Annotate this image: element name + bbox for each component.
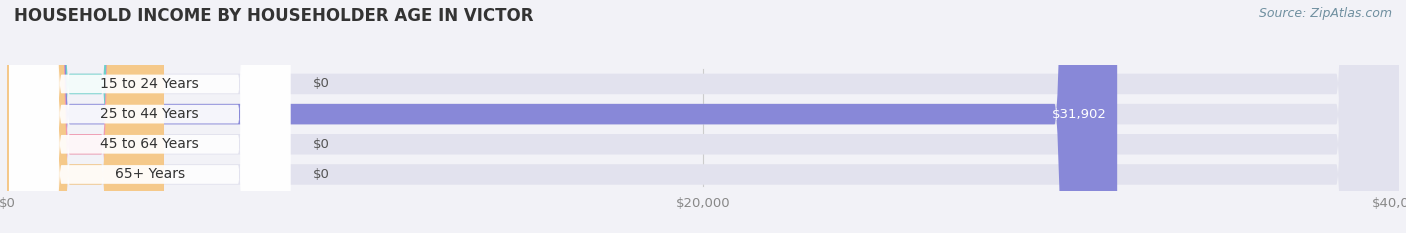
Text: Source: ZipAtlas.com: Source: ZipAtlas.com: [1258, 7, 1392, 20]
Text: 25 to 44 Years: 25 to 44 Years: [100, 107, 200, 121]
FancyBboxPatch shape: [8, 0, 290, 233]
FancyBboxPatch shape: [7, 0, 1399, 233]
Text: 15 to 24 Years: 15 to 24 Years: [100, 77, 200, 91]
FancyBboxPatch shape: [7, 0, 165, 233]
FancyBboxPatch shape: [8, 0, 290, 233]
FancyBboxPatch shape: [7, 0, 1399, 233]
Text: 45 to 64 Years: 45 to 64 Years: [100, 137, 200, 151]
Text: $0: $0: [314, 77, 330, 90]
FancyBboxPatch shape: [7, 0, 165, 233]
FancyBboxPatch shape: [8, 0, 290, 233]
FancyBboxPatch shape: [8, 0, 290, 233]
Text: 65+ Years: 65+ Years: [115, 168, 184, 182]
FancyBboxPatch shape: [7, 0, 1399, 233]
Text: $0: $0: [314, 168, 330, 181]
Text: HOUSEHOLD INCOME BY HOUSEHOLDER AGE IN VICTOR: HOUSEHOLD INCOME BY HOUSEHOLDER AGE IN V…: [14, 7, 533, 25]
FancyBboxPatch shape: [7, 0, 1118, 233]
Text: $0: $0: [314, 138, 330, 151]
Text: $31,902: $31,902: [1052, 108, 1107, 121]
FancyBboxPatch shape: [7, 0, 1399, 233]
FancyBboxPatch shape: [7, 0, 165, 233]
